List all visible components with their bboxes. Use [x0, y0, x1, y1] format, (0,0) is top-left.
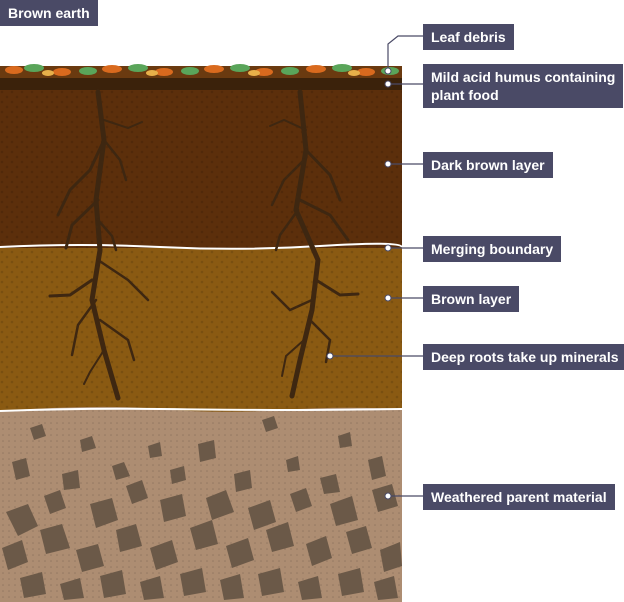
diagram-title: Brown earth — [0, 0, 98, 26]
rock-fragments — [2, 416, 402, 600]
leaf-debris — [0, 64, 402, 78]
label-leaf-debris: Leaf debris — [423, 24, 514, 50]
label-merging-boundary: Merging boundary — [423, 236, 562, 262]
label-brown-layer: Brown layer — [423, 286, 520, 312]
label-humus-line1: Mild acid humus containing — [431, 69, 616, 85]
label-humus: Mild acid humus containing plant food — [423, 64, 624, 108]
leader-lines — [330, 35, 423, 497]
roots — [48, 89, 360, 401]
lower-boundary-line — [0, 407, 403, 412]
merging-boundary-line — [0, 242, 403, 250]
label-deep-roots: Deep roots take up minerals — [423, 344, 624, 370]
label-humus-line2: plant food — [431, 87, 499, 103]
label-markers — [326, 67, 392, 500]
label-parent-material: Weathered parent material — [423, 484, 615, 510]
label-dark-brown-layer: Dark brown layer — [423, 152, 553, 178]
humus-layer — [0, 76, 402, 90]
